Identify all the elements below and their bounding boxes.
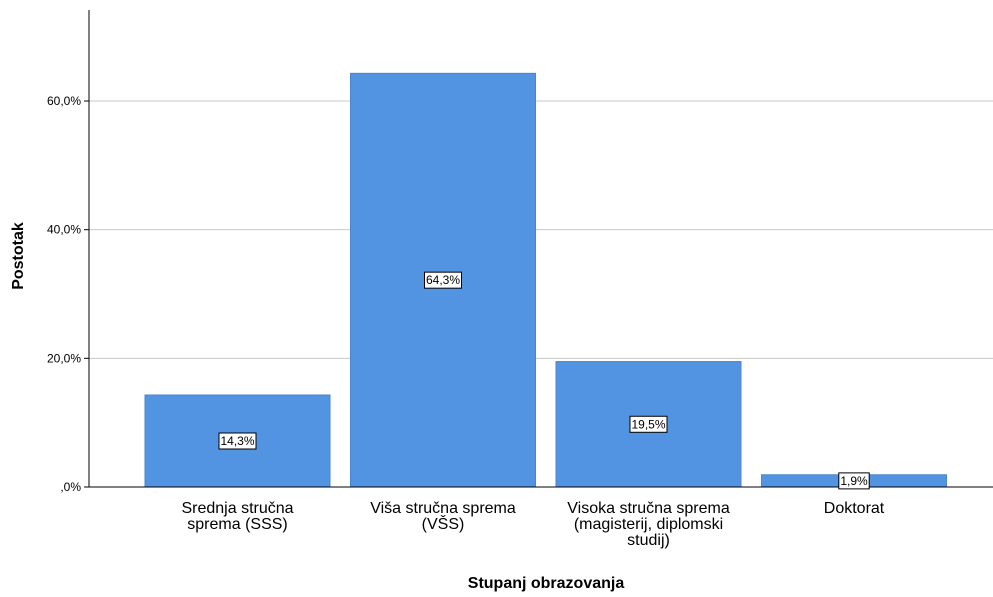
bars [144, 72, 947, 488]
labels: ,0% 20,0% 40,0% 60,0% 14,3% Srednja stručnasp… [47, 94, 885, 549]
data-label-box [838, 472, 870, 490]
data-label: 64,3% [426, 273, 460, 287]
data-label-box [629, 415, 668, 433]
x-tick-label: Srednja stručna [181, 500, 293, 517]
data-label: 19,5% [631, 417, 665, 431]
gridlines [89, 100, 993, 359]
x-tick-label: Doktorat [824, 500, 885, 517]
data-label: 14,3% [220, 434, 254, 448]
x-tick-label: Visoka stručna sprema [567, 500, 730, 517]
y-tick-label: ,0% [60, 480, 81, 494]
y-tick-label: 20,0% [47, 351, 81, 365]
data-label: 1,9% [840, 474, 868, 488]
data-label-box [218, 432, 257, 450]
x-tick-label: Viša stručna sprema [370, 500, 516, 517]
x-axis-title: Stupanj obrazovanja [468, 575, 625, 592]
x-tick-label: sprema (SSS) [187, 516, 287, 533]
x-tick-label: (magisterij, diplomski [574, 516, 723, 533]
y-tick-label: 40,0% [47, 223, 81, 237]
y-axis-title: Postotak [10, 222, 27, 290]
x-tick-label: (VŠS) [422, 514, 465, 533]
data-label-box [424, 271, 462, 289]
y-tick-label: 60,0% [47, 94, 81, 108]
x-tick-label: studij) [627, 532, 670, 549]
